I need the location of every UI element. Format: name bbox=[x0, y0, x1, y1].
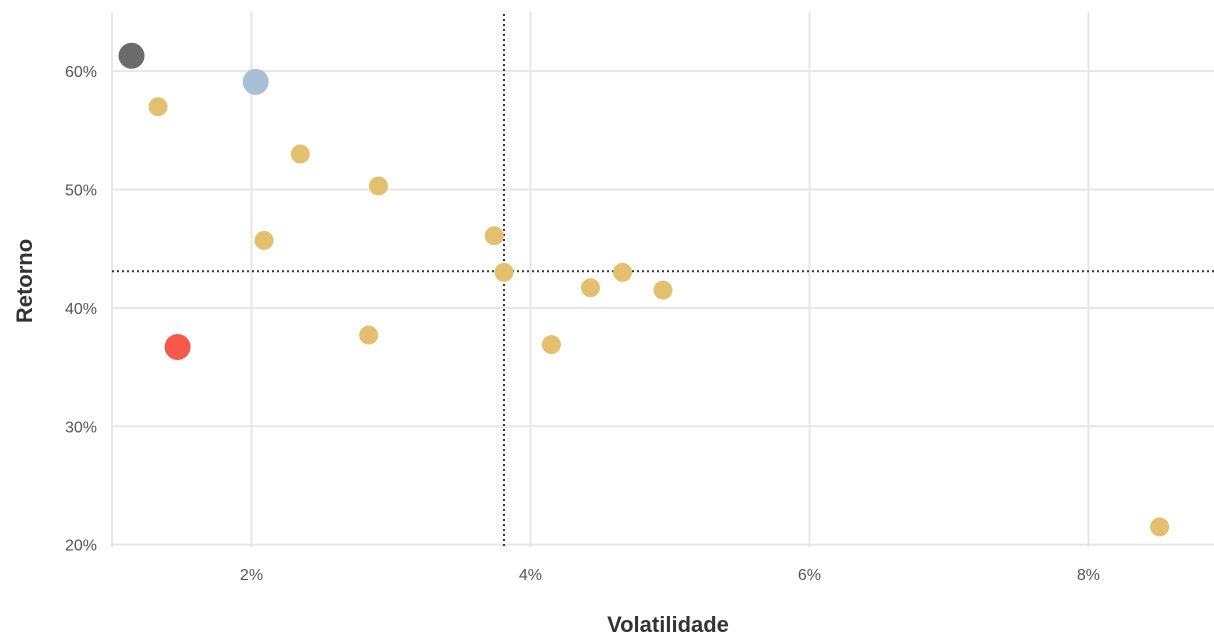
data-point bbox=[1150, 517, 1170, 537]
x-axis-title: Volatilidade bbox=[607, 612, 729, 635]
y-tick-label: 20% bbox=[65, 538, 97, 555]
y-tick-label: 40% bbox=[65, 301, 97, 318]
data-point bbox=[653, 280, 673, 300]
y-tick-label: 60% bbox=[65, 64, 97, 81]
x-tick-label: 8% bbox=[1077, 567, 1100, 584]
data-point bbox=[118, 42, 145, 69]
grid-layer bbox=[111, 12, 1214, 547]
data-point bbox=[613, 262, 633, 282]
data-point bbox=[368, 176, 388, 196]
x-tick-label: 4% bbox=[519, 567, 542, 584]
data-point bbox=[148, 97, 168, 117]
data-point bbox=[254, 230, 274, 250]
data-point bbox=[541, 335, 561, 355]
reference-lines bbox=[112, 14, 1214, 547]
x-tick-label: 6% bbox=[798, 567, 821, 584]
data-point bbox=[494, 262, 514, 282]
y-tick-label: 50% bbox=[65, 183, 97, 200]
data-point bbox=[359, 325, 379, 345]
tick-labels: 2% 4% 6% 8% 20% 30% 40% 50% 60% bbox=[65, 64, 1100, 584]
data-point bbox=[290, 144, 310, 164]
data-point bbox=[484, 226, 504, 246]
y-tick-label: 30% bbox=[65, 419, 97, 436]
data-point bbox=[580, 278, 600, 298]
data-point bbox=[164, 333, 191, 360]
y-axis-title: Retorno bbox=[12, 239, 37, 323]
data-point bbox=[242, 68, 269, 95]
x-tick-label: 2% bbox=[240, 567, 263, 584]
data-points bbox=[118, 42, 1170, 537]
